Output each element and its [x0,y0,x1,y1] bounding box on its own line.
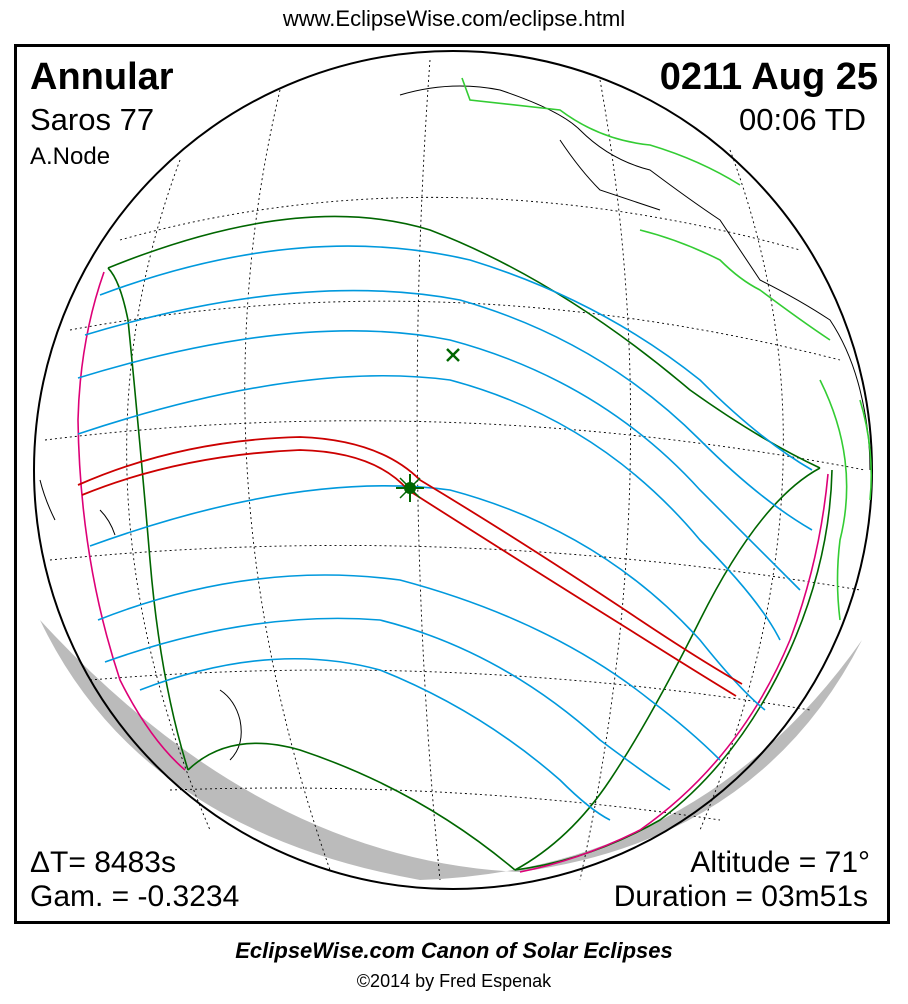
eclipse-time: 00:06 TD [739,102,866,137]
greatest-eclipse-marker [396,474,424,502]
altitude-value: Altitude = 71° [690,846,870,879]
map-frame [14,44,890,924]
rise-set-curves [77,271,829,873]
saros-label: Saros 77 [30,102,155,137]
sunset-curve [519,473,829,873]
globe-shadow-rim [40,620,862,880]
eclipse-date: 0211 Aug 25 [659,56,878,98]
footer-title: EclipseWise.com Canon of Solar Eclipses [235,938,673,963]
partial-eclipse-lines [77,245,813,821]
delta-t: ΔT= 8483s [30,846,176,879]
country-borders [461,77,873,621]
duration-value: Duration = 03m51s [613,880,868,913]
footer-copyright: ©2014 by Fred Espenak [356,971,552,991]
header-url[interactable]: www.EclipseWise.com/eclipse.html [282,6,626,31]
gamma-value: Gam. = -0.3234 [30,880,240,913]
coastlines [39,85,871,761]
central-path-north [77,436,743,685]
western-rise-limit [107,267,189,771]
southern-penumbral-limit [187,742,516,871]
eastern-set-limit [514,467,821,871]
northern-penumbral-limit [107,215,821,469]
node-label: A.Node [30,143,111,170]
eclipse-map [33,50,873,890]
eclipse-type: Annular [30,56,174,98]
subsolar-point-marker [446,348,460,362]
sunrise-curve [77,271,186,771]
